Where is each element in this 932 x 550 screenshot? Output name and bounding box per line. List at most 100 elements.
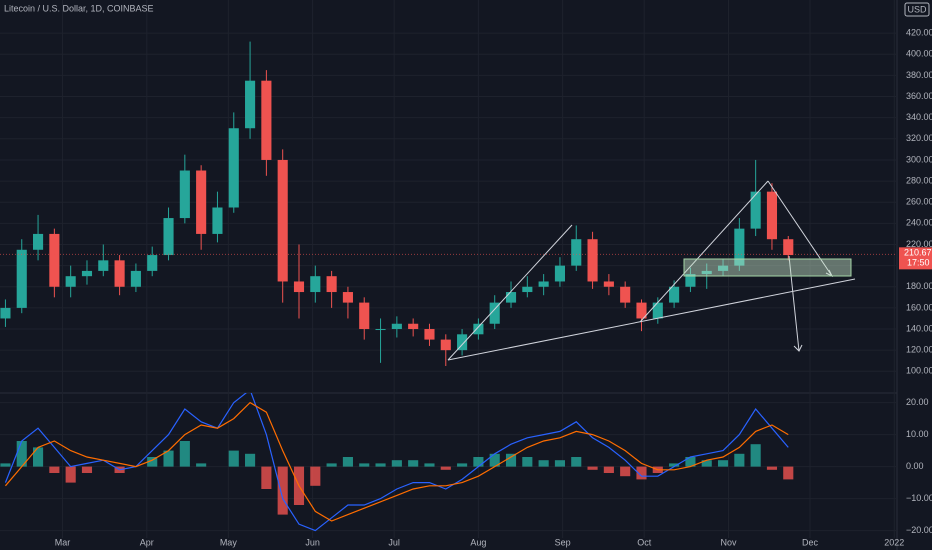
candle-body bbox=[212, 207, 223, 234]
x-tick-label: Nov bbox=[720, 537, 737, 547]
macd-histogram-bar bbox=[554, 460, 566, 467]
macd-histogram-bar bbox=[245, 453, 256, 467]
macd-histogram-bar bbox=[342, 457, 353, 467]
macd-pane bbox=[0, 393, 794, 532]
x-tick-label: May bbox=[220, 537, 238, 547]
y-tick-label: 340.00 bbox=[906, 112, 932, 122]
candle-body bbox=[277, 159, 288, 282]
macd-histogram-bar bbox=[701, 460, 712, 467]
macd-histogram-bar bbox=[32, 447, 44, 467]
candle-body bbox=[522, 286, 533, 293]
candle-body bbox=[652, 302, 663, 319]
macd-histogram-bar bbox=[359, 463, 370, 467]
candle-body bbox=[489, 302, 500, 324]
candle-body bbox=[603, 281, 614, 287]
macd-histogram-bar bbox=[603, 466, 614, 473]
y-tick-label: 280.00 bbox=[906, 175, 932, 185]
candle-body bbox=[147, 255, 158, 271]
y-tick-label: 180.00 bbox=[906, 281, 932, 291]
x-tick-label: Sep bbox=[555, 537, 571, 547]
macd-histogram-bar bbox=[196, 463, 207, 467]
y-tick-label: 120.00 bbox=[906, 345, 932, 355]
y-tick-label: 160.00 bbox=[906, 302, 932, 312]
candle-body bbox=[49, 233, 60, 287]
candle-body bbox=[424, 329, 435, 340]
candle-body bbox=[620, 286, 631, 303]
macd-tick-label: 0.00 bbox=[906, 461, 924, 471]
candle-body bbox=[310, 276, 321, 293]
candle-body bbox=[391, 323, 402, 330]
macd-histogram-bar bbox=[81, 466, 93, 473]
x-tick-label: Oct bbox=[637, 537, 652, 547]
macd-histogram-bar bbox=[16, 441, 27, 467]
candle-body bbox=[669, 286, 680, 303]
candle-body bbox=[163, 218, 174, 256]
candle-body bbox=[685, 274, 696, 287]
macd-histogram-bar bbox=[163, 450, 174, 467]
candle-body bbox=[359, 302, 370, 330]
macd-histogram-bar bbox=[0, 463, 11, 467]
macd-histogram-bar bbox=[505, 453, 517, 467]
macd-histogram-bar bbox=[522, 457, 533, 467]
candle-body bbox=[750, 191, 761, 229]
x-tick-label: Apr bbox=[140, 537, 154, 547]
candle-body bbox=[98, 260, 109, 271]
drawings bbox=[447, 180, 856, 361]
candle-body bbox=[636, 302, 647, 319]
macd-histogram-bar bbox=[424, 463, 435, 467]
candle-body bbox=[571, 239, 582, 266]
candle-body bbox=[65, 276, 76, 287]
countdown: 17:50 bbox=[907, 258, 930, 268]
candle-body bbox=[228, 128, 239, 208]
y-tick-label: 100.00 bbox=[906, 366, 932, 376]
candle-body bbox=[783, 239, 794, 256]
macd-histogram-bar bbox=[457, 463, 468, 467]
y-tick-label: 240.00 bbox=[906, 218, 932, 228]
macd-histogram-bar bbox=[440, 466, 451, 470]
trend-line bbox=[447, 278, 856, 361]
macd-histogram-bar bbox=[179, 441, 190, 467]
candle-body bbox=[81, 270, 93, 277]
macd-histogram-bar bbox=[620, 466, 631, 477]
candle-body bbox=[440, 339, 451, 351]
trend-line bbox=[447, 224, 573, 361]
macd-histogram-bar bbox=[49, 466, 60, 473]
candle-body bbox=[734, 228, 745, 266]
x-tick-label: Mar bbox=[55, 537, 71, 547]
macd-histogram-bar bbox=[750, 444, 761, 467]
candle-body bbox=[114, 260, 125, 287]
candle-body bbox=[326, 276, 337, 293]
candle-body bbox=[0, 307, 11, 319]
candle-body bbox=[179, 170, 190, 219]
trend-line bbox=[639, 180, 769, 323]
macd-histogram-bar bbox=[261, 466, 272, 489]
candle-body bbox=[16, 249, 27, 308]
zone-box bbox=[683, 258, 852, 277]
x-tick-label: Dec bbox=[802, 537, 819, 547]
x-tick-label: 2022 bbox=[884, 537, 904, 547]
macd-histogram-bar bbox=[766, 466, 778, 470]
macd-histogram-bar bbox=[538, 460, 549, 467]
currency-badge bbox=[904, 2, 930, 17]
candle-body bbox=[342, 292, 353, 303]
y-tick-label: 400.00 bbox=[906, 49, 932, 59]
macd-histogram-bar bbox=[587, 466, 598, 470]
candle-body bbox=[717, 265, 729, 271]
y-tick-label: 260.00 bbox=[906, 197, 932, 207]
candle-body bbox=[196, 170, 207, 234]
macd-histogram-bar bbox=[489, 453, 500, 467]
macd-histogram-bar bbox=[685, 457, 696, 467]
macd-histogram-bar bbox=[65, 466, 76, 483]
candle-body bbox=[457, 334, 468, 351]
candle-body bbox=[130, 270, 141, 287]
arrow-line bbox=[788, 255, 800, 352]
candle-body bbox=[505, 292, 517, 303]
candle-body bbox=[261, 80, 272, 160]
candle-body bbox=[375, 329, 386, 331]
macd-histogram-bar bbox=[391, 460, 402, 467]
macd-tick-label: −20.00 bbox=[906, 525, 932, 535]
macd-histogram-bar bbox=[783, 466, 794, 480]
currency: USD bbox=[907, 4, 927, 14]
y-tick-label: 320.00 bbox=[906, 133, 932, 143]
